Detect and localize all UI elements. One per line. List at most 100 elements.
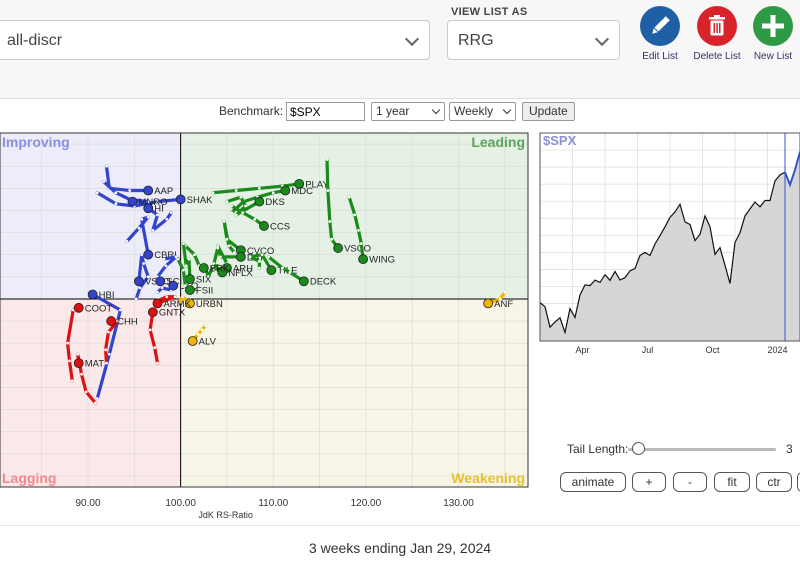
edit-list-label[interactable]: Edit List [642, 51, 678, 62]
x-tick-label: 110.00 [258, 498, 288, 509]
center-button[interactable]: ctr [756, 472, 792, 492]
tail-line [230, 204, 266, 228]
fit-button[interactable]: fit [714, 472, 750, 492]
symbol-label: ALV [199, 336, 217, 347]
symbol-label: DECK [310, 277, 337, 288]
x-tick-label: 120.00 [351, 498, 382, 509]
tail-point [153, 346, 157, 350]
period-caption: 3 weeks ending Jan 29, 2024 [0, 525, 800, 559]
head-point [175, 194, 186, 205]
tail-length-slider[interactable] [628, 442, 776, 455]
tail-point [253, 217, 257, 221]
symbol-label: ARMK [163, 299, 191, 310]
quadrant-label-weakening: Weakening [451, 470, 525, 486]
head-point [235, 252, 246, 262]
head-point [127, 196, 138, 207]
tail-point [76, 352, 80, 356]
tail-point [142, 262, 145, 265]
tail-line [216, 244, 243, 266]
tail-point [257, 266, 261, 270]
tail-point [353, 213, 357, 217]
tail-line [90, 292, 123, 401]
delete-list-label[interactable]: Delete List [693, 51, 741, 62]
symbol-label: SIX [196, 275, 212, 286]
tail-point [218, 264, 221, 268]
improving-quadrant [0, 133, 181, 299]
tail-point [146, 275, 150, 279]
head-point [184, 298, 195, 309]
zoom-in-button[interactable]: + [632, 472, 666, 492]
symbol-label: CVCO [247, 246, 274, 257]
tail-deck: DECK [267, 255, 337, 288]
tail-brk: BRK [183, 244, 230, 274]
symbol-label: HBI [99, 290, 115, 301]
edit-list-button[interactable] [640, 6, 680, 46]
tail-point [232, 251, 236, 254]
head-point [143, 203, 154, 214]
x-tick-label: 100.00 [165, 498, 196, 509]
tail-point [227, 244, 231, 248]
tail-point [138, 286, 142, 290]
head-point [280, 185, 291, 196]
frequency-select[interactable]: Weekly [449, 102, 516, 121]
symbol-label: NFLX [228, 268, 253, 279]
tail-point [234, 189, 238, 192]
tail-point [225, 237, 229, 241]
head-point [254, 196, 265, 207]
tail-point [187, 257, 191, 261]
tail-point [267, 255, 271, 259]
symbol-label: MAT [85, 359, 105, 370]
tail-nflx: NFLX [202, 261, 253, 279]
tail-line [134, 253, 150, 301]
price-area [540, 151, 800, 341]
price-chart-title: $SPX [543, 133, 577, 148]
head-point [73, 302, 84, 313]
tail-point [128, 189, 132, 192]
tail-gntx: GNTX [147, 307, 186, 365]
head-point [198, 263, 209, 273]
head-point [266, 265, 277, 276]
tail-point [204, 324, 208, 327]
tail-point [193, 253, 196, 257]
animate-button[interactable]: animate [560, 472, 626, 492]
x-tick-label: 2024 [767, 345, 787, 355]
tail-point [119, 308, 122, 312]
delete-list-button[interactable] [697, 6, 737, 46]
head-point [143, 249, 154, 260]
tail-hi: HI [143, 203, 173, 233]
tail-dks: DKS [225, 195, 285, 217]
slider-handle[interactable] [632, 442, 645, 455]
tail-point [173, 295, 177, 299]
chevron-down-icon [502, 105, 512, 115]
head-point [147, 307, 158, 318]
tail-point [165, 217, 169, 221]
new-list-button[interactable] [753, 6, 793, 46]
symbol-label: ANF [494, 299, 513, 310]
tail-point [288, 270, 292, 274]
symbol-label: SHAK [187, 195, 214, 206]
quadrant-label-improving: Improving [2, 134, 70, 150]
update-button[interactable]: Update [522, 102, 575, 121]
tail-point [137, 226, 141, 230]
zoom-out-button[interactable]: - [673, 472, 707, 492]
tail-point [151, 228, 155, 232]
tail-point [239, 195, 243, 199]
symbol-label: MDC [291, 186, 313, 197]
tail-point [503, 290, 507, 294]
weakening-quadrant [180, 298, 528, 487]
tail-point [216, 246, 220, 250]
list-select[interactable]: all-discr [0, 20, 430, 60]
tail-point [200, 328, 204, 332]
tail-point [359, 242, 363, 246]
head-point [217, 267, 228, 278]
period-select[interactable]: 1 year [371, 102, 445, 121]
tail-point [106, 330, 110, 334]
tail-point [498, 297, 502, 301]
view-list-select[interactable]: RRG [447, 20, 620, 60]
head-point [259, 221, 269, 231]
tail-point [140, 253, 144, 257]
tail-point [181, 295, 184, 299]
tail-point [234, 213, 238, 217]
new-list-label[interactable]: New List [753, 51, 793, 62]
benchmark-input[interactable] [286, 102, 365, 121]
